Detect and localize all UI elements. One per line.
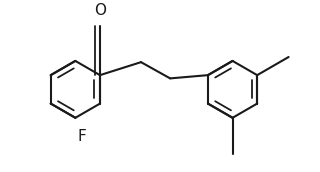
Text: F: F (77, 129, 86, 144)
Text: O: O (94, 3, 106, 18)
